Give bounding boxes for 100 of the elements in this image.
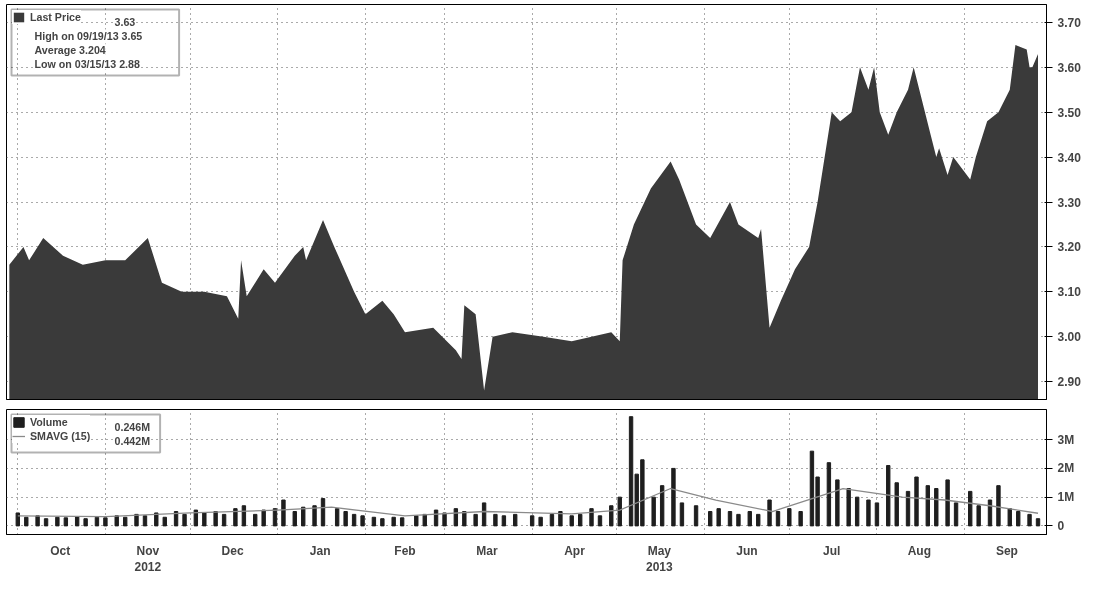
bar [221,513,227,527]
bar [987,499,993,527]
y-tick-label: 3.50 [1057,105,1082,120]
bar [301,506,306,527]
bar [63,517,69,527]
bar [261,509,266,527]
bar [756,513,761,527]
annotation: 3.63 [114,15,136,28]
x-tick-label: Mar [476,543,498,558]
bar [826,462,832,527]
annotation: Average 3.204 [34,43,106,56]
bar [775,511,781,527]
bar [886,465,891,527]
bar [589,508,594,527]
y-tick-label: 3.40 [1057,150,1082,165]
bar [162,516,167,527]
bar [123,516,128,527]
bar [154,512,159,527]
bar [716,508,721,527]
bar [996,485,1001,527]
legend-label: Last Price [30,10,81,24]
bar [481,502,487,527]
bar [558,511,563,527]
x-tick-label: Oct [50,543,71,558]
bar [934,488,939,527]
annotation: Low on 03/15/13 2.88 [34,57,140,70]
bar [569,515,574,527]
bar [513,513,518,527]
bar [549,513,555,527]
bar [874,502,880,527]
bar [380,518,385,527]
bar [925,485,930,527]
bar [617,496,622,527]
bar [391,516,396,527]
y-tick-label: 2M [1057,461,1075,476]
x-tick-label: Jan [309,543,331,558]
bar [94,516,100,527]
bar [173,511,179,527]
bar [103,517,108,527]
bar [24,516,29,527]
bar [142,515,148,527]
bar [182,513,187,527]
y-tick-label: 2.90 [1057,375,1082,390]
y-tick-label: 3.30 [1057,195,1082,210]
bar [312,505,317,527]
bar [473,513,478,527]
bar [914,476,919,527]
bar [945,479,950,527]
annotation: High on 09/19/13 3.65 [34,29,143,42]
bar [253,513,258,527]
y-tick-label: 3.20 [1057,240,1082,255]
bar [976,505,981,527]
bar [343,511,348,527]
x-tick-label: Jul [823,543,841,558]
bar [442,512,447,527]
bar [846,488,851,527]
bar [1016,511,1021,527]
y-tick-label: 1M [1057,490,1075,505]
x-tick-label: Jun [736,543,758,558]
bar [1035,518,1041,527]
bar [351,513,357,527]
bar [399,517,405,527]
bar [538,516,543,527]
x-tick-label: Nov 2012 [134,543,162,575]
bar [320,498,326,527]
bar [671,467,676,527]
bar [747,511,752,527]
bar [35,515,40,527]
bar [292,511,297,527]
bar [1007,508,1012,527]
annotation: 0.442M [114,434,151,447]
bar [281,499,286,527]
y-tick-label: 3.10 [1057,285,1082,300]
x-tick-label: Apr [564,543,586,558]
bar [55,516,60,527]
bar [202,512,207,527]
bar [679,502,685,527]
bar [609,505,614,527]
x-tick-label: Aug [907,543,931,558]
bar [693,505,699,527]
bar [43,518,49,527]
bar [193,509,199,527]
x-tick-label: May 2013 [645,543,673,575]
bar [727,511,733,527]
x-tick-label: Dec [221,543,244,558]
bar [767,499,772,527]
bar [371,516,377,527]
bar [651,496,656,527]
bar [529,515,535,527]
y-tick-label: 3.60 [1057,60,1082,75]
bar [134,513,139,527]
bar [854,496,860,527]
bar [894,482,899,527]
bar [334,508,340,527]
bar [798,511,803,527]
y-tick-label: 3.00 [1057,330,1082,345]
bar [953,502,959,527]
bar [578,513,583,527]
bar [708,511,713,527]
bar [462,511,467,527]
